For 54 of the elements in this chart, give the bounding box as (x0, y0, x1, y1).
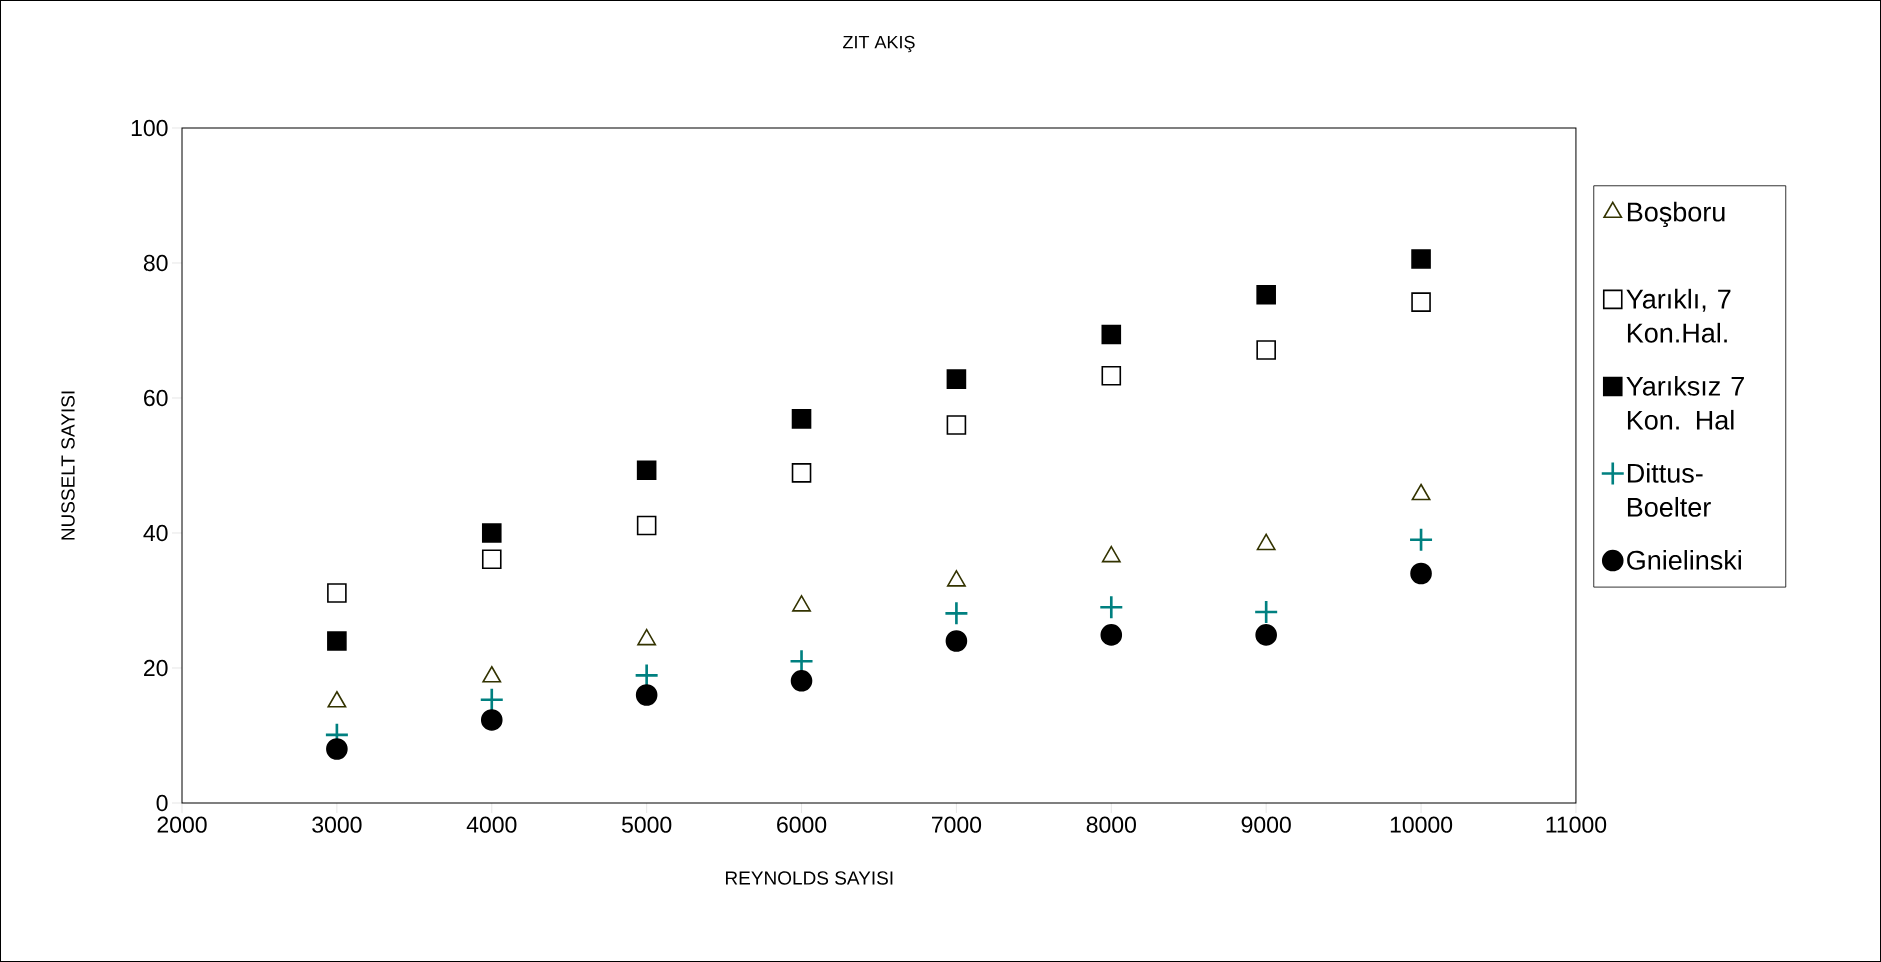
y-tick-label: 60 (144, 389, 168, 407)
x-tick-label: 9000 (1241, 816, 1291, 833)
point (636, 515, 657, 536)
point (1411, 249, 1431, 269)
x-tick-label: 4000 (466, 816, 517, 833)
point (1100, 596, 1123, 619)
point (791, 463, 812, 483)
legend-label: Yarıksız 7 Kon. Hal (1626, 375, 1744, 430)
x-axis-title: REYNOLDS SAYISI (726, 871, 893, 885)
point (326, 738, 348, 760)
y-tick-label: 40 (143, 524, 168, 542)
point (945, 630, 968, 652)
y-tick-label: 100 (131, 119, 168, 137)
point (1256, 340, 1276, 360)
legend-label: Dittus-Boelter (1627, 462, 1711, 517)
point (481, 523, 502, 543)
x-tick-label: 6000 (777, 816, 827, 833)
point (480, 688, 503, 711)
point (1100, 624, 1123, 646)
point (1101, 365, 1122, 386)
chart-title: ZIT AKIŞ (843, 35, 915, 53)
point (327, 631, 347, 651)
x-tick-label: 11000 (1546, 816, 1607, 833)
x-tick-label: 7000 (932, 816, 982, 833)
x-tick-label: 5000 (621, 816, 672, 833)
y-axis-title: NUSSELT SAYISI (61, 391, 75, 540)
legend-label: Yarıklı, 7 Kon.Hal. (1626, 288, 1731, 343)
x-tick-label: 2000 (157, 816, 207, 833)
point (635, 684, 658, 706)
point (790, 670, 813, 692)
point (790, 650, 813, 673)
point (1411, 292, 1431, 312)
point (327, 583, 347, 603)
x-tick-label: 8000 (1086, 816, 1136, 833)
point (946, 369, 967, 389)
point (1256, 284, 1276, 305)
point (480, 709, 503, 731)
point (1410, 562, 1432, 585)
legend-label: Gnielinski (1627, 550, 1741, 570)
x-tick-label: 3000 (312, 816, 362, 833)
y-tick-label: 20 (144, 659, 168, 677)
point (1410, 528, 1433, 551)
point (1101, 324, 1122, 345)
point (635, 664, 658, 687)
point (946, 415, 967, 435)
x-tick-label: 10000 (1390, 816, 1453, 833)
point (636, 460, 657, 481)
y-tick-label: 0 (156, 794, 168, 812)
y-tick-label: 80 (143, 254, 168, 272)
point (1255, 624, 1277, 646)
legend-label: Boşboru (1627, 201, 1725, 228)
point (791, 409, 812, 429)
point (481, 549, 502, 570)
point (945, 602, 968, 625)
